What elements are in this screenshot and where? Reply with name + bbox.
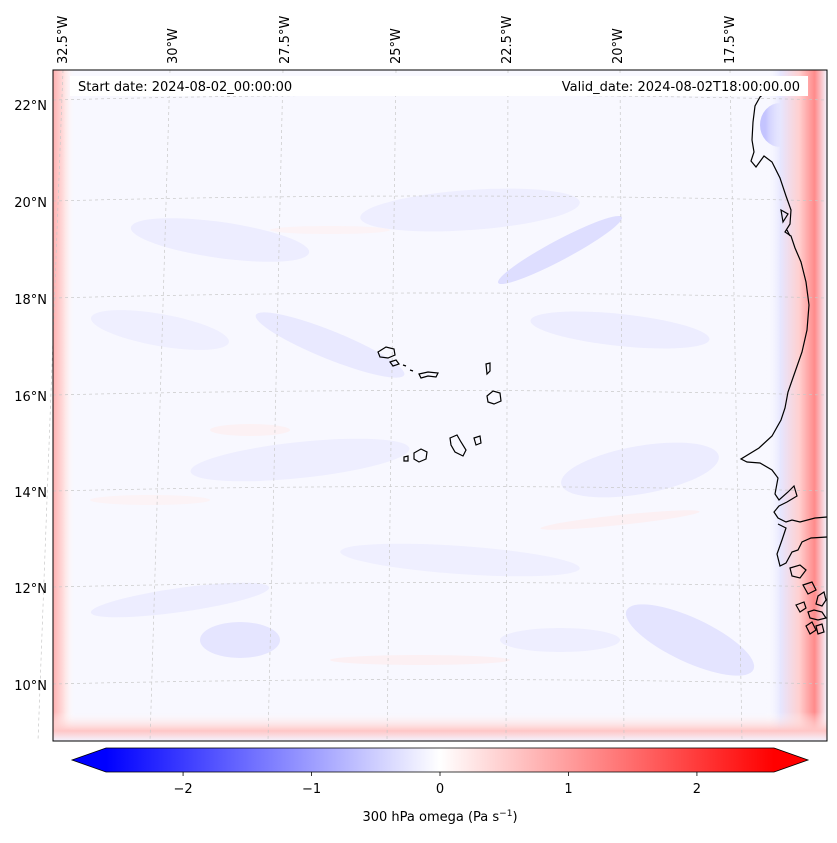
lon-label-27-5: 27.5°W <box>278 16 293 64</box>
colorbar-tick-label: −1 <box>302 782 321 797</box>
gridline-lon-27-5 <box>267 69 284 742</box>
bottom-boundary-band <box>53 712 827 741</box>
colorbar: −2 −1 0 1 2 300 hPa omega (Pa s−1) <box>70 747 810 825</box>
lon-label-22-5: 22.5°W <box>500 16 515 64</box>
island-sao-nicolau <box>418 371 439 379</box>
coastline-island-1 <box>789 564 807 579</box>
colorbar-tick-label: 1 <box>564 782 572 797</box>
gridline-lat-18 <box>52 292 828 299</box>
start-date-label: Start date: 2024-08-02_00:00:00 <box>78 80 292 95</box>
coastline-bijagos <box>807 609 827 621</box>
valid-date-label: Valid_date: 2024-08-02T18:00:00.00 <box>562 80 800 95</box>
colorbar-ticks: −2 −1 0 1 2 <box>173 772 701 797</box>
colorbar-label: 300 hPa omega (Pa s−1) <box>362 809 517 825</box>
lat-label-12: 12°N <box>14 582 47 597</box>
gridline-lon-17-5 <box>729 69 743 742</box>
gridline-lon-20 <box>619 69 625 742</box>
gridline-lon-30 <box>149 69 171 742</box>
island-boa-vista <box>486 390 502 405</box>
coastline-island-5 <box>805 621 817 635</box>
lon-label-20: 20°W <box>611 28 626 64</box>
coastline-detail <box>786 229 791 237</box>
coastline <box>739 87 828 635</box>
coastline-island-3 <box>795 601 807 613</box>
gridline-lon-22-5 <box>505 69 509 742</box>
lon-label-32-5: 32.5°W <box>56 16 71 64</box>
map-frame <box>52 69 828 742</box>
gridline-lat-20 <box>52 195 828 202</box>
graticule <box>37 69 828 742</box>
island-santo-antao <box>377 346 396 359</box>
cape-verde-islands <box>377 346 502 463</box>
date-banner <box>70 76 808 96</box>
island-fogo <box>413 448 428 463</box>
gridline-lat-22 <box>52 94 828 101</box>
coastline-mainland <box>739 87 828 523</box>
island-sao-vicente <box>389 359 400 367</box>
colorbar-outline <box>70 747 810 773</box>
island-brava <box>403 455 409 462</box>
lat-label-16: 16°N <box>14 390 47 405</box>
omega-field <box>53 70 827 741</box>
lon-label-25: 25°W <box>389 28 404 64</box>
map-panel[interactable]: Start date: 2024-08-02_00:00:00 Valid_da… <box>37 69 828 742</box>
lat-label-10: 10°N <box>14 679 47 694</box>
latitude-labels: 22°N 20°N 18°N 16°N 14°N 12°N 10°N <box>14 99 47 694</box>
island-maio <box>473 435 482 446</box>
coastline-island-2 <box>802 581 817 595</box>
colorbar-min-extension <box>72 748 106 772</box>
island-santiago <box>449 434 467 457</box>
colorbar-gradient <box>106 748 774 772</box>
island-sal <box>485 362 491 376</box>
island-santa-luzia <box>402 364 407 367</box>
coastline-cape-blanc <box>780 208 789 224</box>
right-boundary-band <box>765 70 827 741</box>
lat-label-22: 22°N <box>14 99 47 114</box>
colorbar-tick-label: −2 <box>173 782 192 797</box>
gridline-lon-32-5 <box>37 69 64 742</box>
lon-label-17-5: 17.5°W <box>723 16 738 64</box>
lat-label-18: 18°N <box>14 293 47 308</box>
gridline-lat-10 <box>52 679 828 685</box>
colorbar-tick-label: 0 <box>436 782 444 797</box>
gridline-lat-14 <box>52 486 828 492</box>
island-islet <box>409 369 414 372</box>
coastline-guinea-bissau <box>776 523 828 567</box>
coastline-island-6 <box>815 623 825 635</box>
gridline-lon-25 <box>386 69 397 742</box>
gridline-lat-16 <box>52 390 828 396</box>
longitude-labels: 32.5°W 30°W 27.5°W 25°W 22.5°W 20°W 17.5… <box>56 16 738 64</box>
gridline-lat-12 <box>52 582 828 588</box>
left-boundary-band <box>53 70 75 741</box>
lon-label-30: 30°W <box>166 28 181 64</box>
lat-label-20: 20°N <box>14 196 47 211</box>
omega-patches <box>90 103 800 676</box>
coastline-island-4 <box>815 591 827 607</box>
colorbar-max-extension <box>774 748 808 772</box>
lat-label-14: 14°N <box>14 486 47 501</box>
colorbar-tick-label: 2 <box>693 782 701 797</box>
